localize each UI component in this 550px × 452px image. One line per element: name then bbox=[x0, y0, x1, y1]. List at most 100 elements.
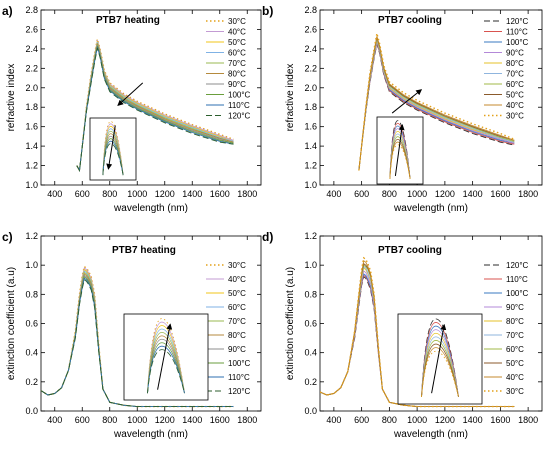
series-line-9 bbox=[41, 279, 234, 408]
series-group bbox=[41, 265, 234, 408]
x-tick-label: 1000 bbox=[407, 189, 427, 199]
legend-label: 100°C bbox=[506, 289, 529, 298]
x-tick-label: 1200 bbox=[435, 189, 455, 199]
inset-frame bbox=[123, 313, 209, 401]
y-tick-label: 1.0 bbox=[304, 260, 317, 270]
legend-label: 80°C bbox=[228, 70, 246, 79]
x-tick-label: 1000 bbox=[127, 189, 147, 199]
y-tick-label: 2.8 bbox=[25, 5, 38, 15]
series-group bbox=[358, 33, 515, 171]
y-tick-label: 1.0 bbox=[25, 260, 38, 270]
x-tick-label: 400 bbox=[326, 189, 341, 199]
y-tick-label: 1.0 bbox=[304, 180, 317, 190]
x-tick-label: 1800 bbox=[237, 189, 257, 199]
legend-label: 90°C bbox=[228, 80, 246, 89]
series-line-9 bbox=[320, 256, 515, 408]
legend-label: 120°C bbox=[506, 17, 529, 26]
y-tick-label: 0.2 bbox=[304, 377, 317, 387]
legend-label: 40°C bbox=[506, 373, 524, 382]
y-tick-label: 2.0 bbox=[25, 83, 38, 93]
legend-label: 60°C bbox=[228, 49, 246, 58]
x-tick-label: 600 bbox=[354, 415, 369, 425]
x-axis-label: wavelength (nm) bbox=[393, 429, 468, 440]
panel-label: d) bbox=[262, 230, 273, 244]
series-line-9 bbox=[358, 33, 515, 171]
x-tick-label: 600 bbox=[354, 189, 369, 199]
inset-frame bbox=[397, 313, 483, 405]
series-group bbox=[76, 39, 234, 173]
x-tick-label: 1400 bbox=[463, 415, 483, 425]
legend-label: 120°C bbox=[506, 261, 529, 270]
panel-label: a) bbox=[2, 4, 13, 18]
x-tick-label: 1000 bbox=[127, 415, 147, 425]
legend-label: 90°C bbox=[228, 345, 246, 354]
inset-curve bbox=[147, 349, 185, 394]
legend-label: 30°C bbox=[506, 112, 524, 121]
chart-title: PTB7 cooling bbox=[378, 245, 442, 256]
x-tick-label: 800 bbox=[382, 415, 397, 425]
chart-panel-3: 400 600 800 1000 1200 1400 1600 1800 0.0 0.2 0.4 0.… bbox=[2, 230, 262, 440]
y-tick-label: 0.8 bbox=[304, 289, 317, 299]
inset-curve bbox=[389, 144, 411, 179]
y-tick-label: 0.4 bbox=[25, 348, 38, 358]
y-tick-label: 2.0 bbox=[304, 83, 317, 93]
y-tick-label: 0.8 bbox=[25, 289, 38, 299]
x-tick-label: 400 bbox=[326, 415, 341, 425]
y-tick-label: 1.2 bbox=[304, 161, 317, 171]
inset-frame bbox=[376, 116, 424, 185]
y-tick-label: 1.4 bbox=[25, 141, 38, 151]
y-tick-label: 1.2 bbox=[25, 161, 38, 171]
x-tick-label: 1200 bbox=[435, 415, 455, 425]
legend-label: 70°C bbox=[228, 59, 246, 68]
x-tick-label: 800 bbox=[382, 189, 397, 199]
legend-label: 90°C bbox=[506, 303, 524, 312]
legend-label: 100°C bbox=[228, 359, 251, 368]
y-axis-label: extinction coefficient (a.u) bbox=[6, 267, 17, 380]
x-tick-label: 1000 bbox=[407, 415, 427, 425]
y-axis-label: extinction coefficient (a.u) bbox=[285, 267, 296, 380]
y-tick-label: 2.6 bbox=[25, 24, 38, 34]
legend-label: 70°C bbox=[228, 317, 246, 326]
chart-panel-1: 400 600 800 1000 1200 1400 1600 1800 1.0 1.2 1.4 1.… bbox=[2, 4, 262, 214]
legend-label: 80°C bbox=[506, 59, 524, 68]
inset bbox=[397, 313, 483, 405]
chart-panel-2: 400 600 800 1000 1200 1400 1600 1800 1.0 1.2 1.4 1.… bbox=[262, 4, 543, 214]
legend-label: 50°C bbox=[506, 91, 524, 100]
legend-label: 80°C bbox=[506, 317, 524, 326]
legend-label: 90°C bbox=[506, 49, 524, 58]
legend-label: 40°C bbox=[228, 28, 246, 37]
legend-label: 30°C bbox=[228, 17, 246, 26]
legend-label: 120°C bbox=[228, 112, 251, 121]
legend-label: 110°C bbox=[228, 373, 250, 382]
legend-label: 80°C bbox=[228, 331, 246, 340]
legend-label: 40°C bbox=[228, 275, 246, 284]
y-tick-label: 1.6 bbox=[304, 122, 317, 132]
y-tick-label: 2.8 bbox=[304, 5, 317, 15]
panel-label: c) bbox=[2, 230, 13, 244]
panel-b-trend-arrow bbox=[391, 89, 423, 114]
x-tick-label: 400 bbox=[47, 415, 62, 425]
legend-label: 100°C bbox=[228, 91, 251, 100]
chart-title: PTB7 cooling bbox=[378, 15, 442, 26]
chart-panel-4: 400 600 800 1000 1200 1400 1600 1800 0.0 0.2 0.4 0.… bbox=[262, 230, 543, 440]
x-axis-label: wavelength (nm) bbox=[113, 203, 188, 214]
y-tick-label: 1.8 bbox=[304, 102, 317, 112]
y-tick-label: 2.6 bbox=[304, 24, 317, 34]
y-tick-label: 0.0 bbox=[304, 406, 317, 416]
y-tick-label: 1.2 bbox=[25, 231, 38, 241]
legend-label: 70°C bbox=[506, 331, 524, 340]
legend-label: 50°C bbox=[506, 359, 524, 368]
legend-label: 100°C bbox=[506, 38, 529, 47]
legend-label: 40°C bbox=[506, 101, 524, 110]
x-tick-label: 600 bbox=[75, 189, 90, 199]
chart-title: PTB7 heating bbox=[112, 245, 176, 256]
legend-label: 30°C bbox=[506, 387, 524, 396]
trend-arrow-down bbox=[106, 125, 116, 170]
series-group bbox=[320, 256, 515, 408]
chart-title: PTB7 heating bbox=[96, 15, 160, 26]
x-tick-label: 1800 bbox=[518, 415, 538, 425]
inset bbox=[376, 116, 424, 185]
y-tick-label: 2.2 bbox=[25, 63, 38, 73]
x-tick-label: 1600 bbox=[490, 189, 510, 199]
x-tick-label: 1800 bbox=[237, 415, 257, 425]
